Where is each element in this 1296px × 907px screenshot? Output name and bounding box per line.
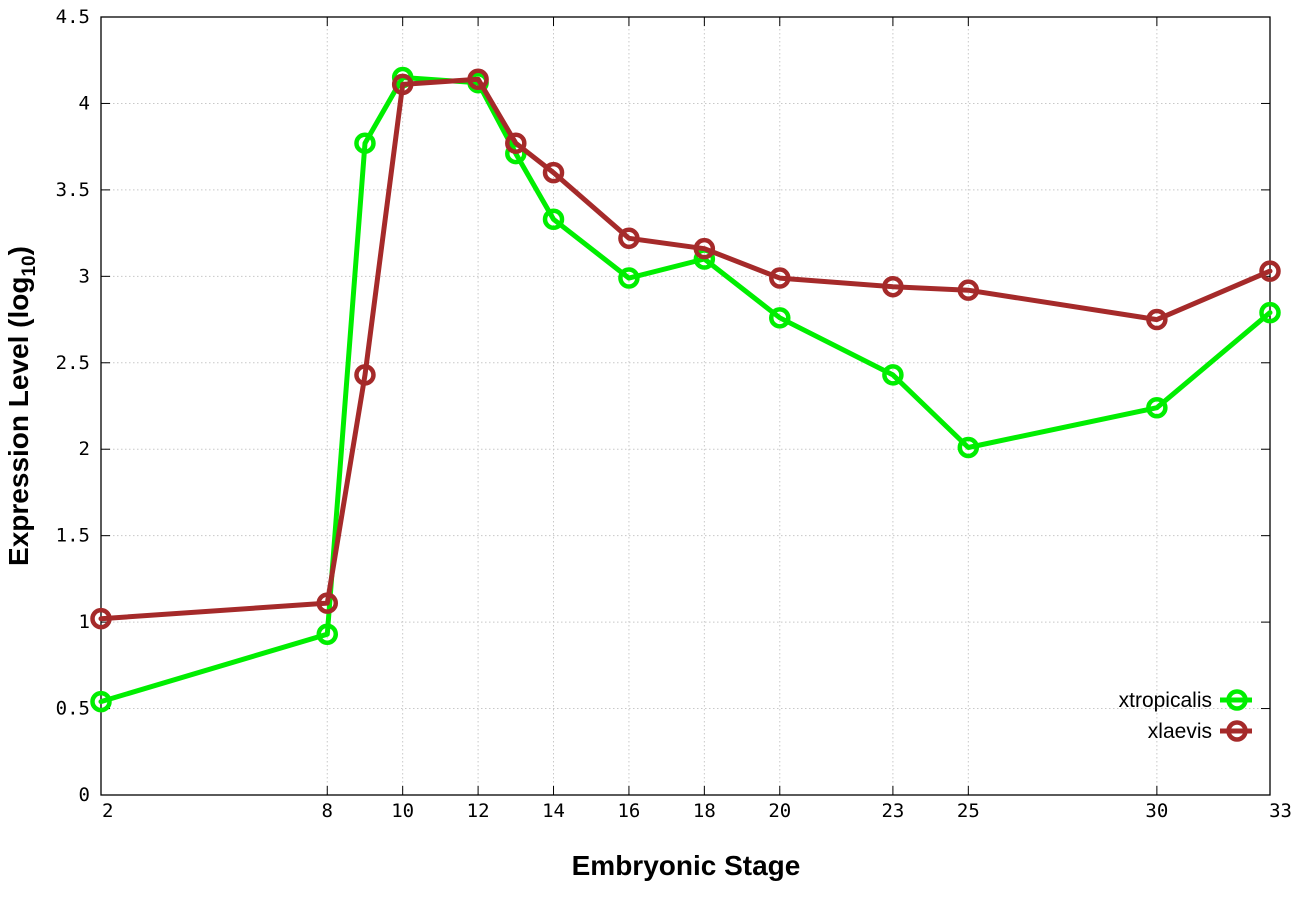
y-tick-label: 4	[79, 92, 90, 114]
data-point-xlaevis	[618, 227, 640, 250]
x-tick-label: 20	[768, 800, 791, 822]
y-axis-title-subscript: 10	[19, 255, 40, 276]
y-tick-label: 4.5	[56, 6, 90, 28]
data-point-xtropicalis	[542, 208, 565, 231]
y-tick-label: 1.5	[56, 525, 90, 547]
data-point-xlaevis	[882, 275, 904, 298]
data-point-xlaevis	[542, 161, 565, 184]
y-tick-label: 0.5	[56, 698, 90, 720]
series-xtropicalis	[90, 66, 1281, 713]
legend-marker	[1226, 720, 1248, 742]
y-axis-title: Expression Level (log10)	[3, 246, 40, 566]
x-tick-label: 8	[322, 800, 333, 822]
y-tick-label: 3.5	[56, 179, 90, 201]
data-point-xlaevis	[505, 132, 527, 154]
y-axis-title-end: )	[3, 246, 34, 255]
series-line-xlaevis	[98, 76, 1273, 622]
data-point-xlaevis	[769, 267, 791, 289]
x-tick-label: 23	[881, 800, 904, 822]
legend: xtropicalis xlaevis	[1119, 689, 1252, 743]
data-point-xlaevis	[467, 68, 489, 90]
y-tick-label: 3	[79, 265, 90, 287]
data-point-xtropicalis	[1146, 396, 1168, 419]
data-point-xtropicalis	[90, 690, 112, 713]
data-point-xlaevis	[90, 607, 112, 630]
plot-frame	[100, 16, 1271, 796]
data-point-xlaevis	[693, 237, 716, 260]
series-xlaevis	[90, 68, 1281, 630]
data-point-xlaevis	[1146, 308, 1168, 331]
data-point-xtropicalis	[316, 623, 339, 645]
series-layer	[90, 66, 1281, 713]
grid	[101, 17, 1270, 795]
legend-entry-xtropicalis: xtropicalis	[1119, 689, 1252, 712]
data-point-xlaevis	[391, 73, 414, 96]
legend-label: xtropicalis	[1119, 689, 1212, 712]
data-point-xlaevis	[957, 279, 980, 301]
data-point-xtropicalis	[882, 364, 904, 386]
data-point-xlaevis	[1259, 260, 1281, 282]
legend-entry-xlaevis: xlaevis	[1148, 720, 1252, 743]
x-tick-label: 30	[1145, 800, 1168, 822]
x-tick-label: 33	[1269, 800, 1292, 822]
y-tick-label: 1	[79, 611, 90, 633]
data-point-xtropicalis	[957, 436, 980, 459]
data-point-xtropicalis	[618, 267, 640, 289]
data-point-xtropicalis	[354, 132, 376, 154]
axis-ticks: 2 8 10 12 14 16 18 20 23 25 30 33 0 0.5 1 1.5 2 2.5 3 3.5 4 4…	[56, 6, 1292, 822]
series-line-xtropicalis	[98, 75, 1273, 705]
x-tick-label: 2	[102, 800, 113, 822]
y-axis-title-main: Expression Level (log	[3, 277, 34, 566]
x-axis-title: Embryonic Stage	[572, 850, 801, 881]
data-point-xtropicalis	[1259, 301, 1281, 324]
legend-label: xlaevis	[1148, 720, 1212, 743]
data-point-xlaevis	[316, 592, 339, 614]
data-point-xlaevis	[354, 364, 376, 386]
y-tick-label: 2	[79, 438, 90, 460]
data-point-xtropicalis	[769, 307, 791, 329]
x-tick-label: 16	[617, 800, 640, 822]
x-tick-label: 10	[391, 800, 414, 822]
legend-marker	[1226, 689, 1248, 711]
x-tick-label: 18	[693, 800, 716, 822]
x-tick-label: 14	[542, 800, 565, 822]
x-tick-label: 12	[467, 800, 490, 822]
x-tick-label: 25	[957, 800, 980, 822]
y-tick-label: 0	[79, 784, 90, 806]
y-tick-label: 2.5	[56, 352, 90, 374]
